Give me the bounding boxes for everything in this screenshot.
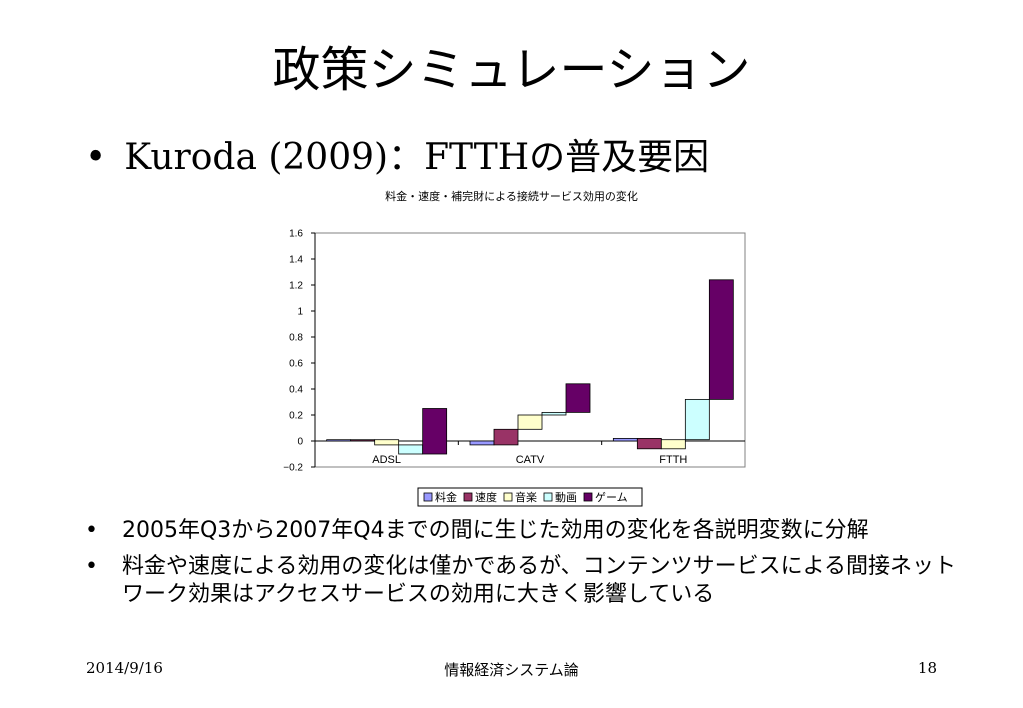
main-bullet-text: Kuroda (2009)：FTTHの普及要因: [124, 137, 710, 178]
footer-course-name: 情報経済システム論: [444, 661, 579, 679]
bar: [326, 439, 352, 442]
bar: [398, 444, 424, 455]
bar: [469, 440, 495, 446]
y-tick-label: 0.8: [289, 333, 303, 344]
bar: [541, 411, 567, 416]
legend-swatch: [583, 492, 593, 502]
y-tick-label: 1.4: [289, 255, 303, 266]
legend-swatch: [503, 492, 513, 502]
y-tick-label: 1: [297, 307, 303, 318]
bar: [565, 383, 591, 413]
legend-swatch: [543, 492, 553, 502]
bar: [708, 279, 734, 400]
bullet-dot: •: [85, 518, 98, 543]
waterfall-chart: 1.6 1.4 1.2 1 0.8 0.6 0.4 0.2 0 −0.2 ADSL CATV FTTH 料…: [283, 229, 746, 507]
bar: [684, 398, 710, 441]
y-tick-label: 0.4: [289, 385, 303, 396]
bullet-dot: •: [85, 554, 98, 579]
x-tick-label: ADSL: [372, 454, 401, 466]
bar: [660, 439, 686, 450]
sub-bullet-list: • 2005年Q3から2007年Q4までの間に生じた効用の変化を各説明変数に分解 …: [85, 517, 965, 617]
legend-label: ゲーム: [595, 491, 628, 504]
bar: [517, 414, 543, 430]
main-bullet: • Kuroda (2009)：FTTHの普及要因: [85, 128, 709, 180]
y-tick-label: 1.2: [289, 281, 303, 292]
legend-label: 動画: [555, 490, 577, 504]
y-tick-label: −0.2: [283, 463, 303, 474]
legend-swatch: [463, 492, 473, 502]
bar: [636, 437, 662, 450]
bar: [374, 439, 400, 446]
sub-bullet-item: • 料金や速度による効用の変化は僅かであるが、コンテンツサービスによる間接ネットワ…: [85, 553, 965, 609]
bar: [422, 408, 448, 455]
legend-label: 音楽: [515, 490, 537, 504]
bar: [350, 439, 376, 442]
footer-page-number: 18: [917, 659, 937, 677]
x-tick-label: FTTH: [659, 454, 687, 466]
bar: [493, 428, 519, 446]
sub-bullet-text: 料金や速度による効用の変化は僅かであるが、コンテンツサービスによる間接ネットワー…: [122, 554, 957, 607]
bar: [612, 437, 638, 442]
y-tick-label: 1.6: [289, 229, 303, 240]
footer-date: 2014/9/16: [86, 659, 163, 677]
sub-bullet-text: 2005年Q3から2007年Q4までの間に生じた効用の変化を各説明変数に分解: [122, 518, 869, 543]
bullet-dot: •: [85, 137, 107, 178]
slide-title: 政策シミュレーション: [272, 42, 751, 98]
y-tick-label: 0.2: [289, 411, 303, 422]
y-tick-label: 0.6: [289, 359, 303, 370]
plot-area: [314, 232, 746, 468]
legend-swatch: [423, 492, 433, 502]
legend-box: [417, 487, 643, 507]
sub-bullet-item: • 2005年Q3から2007年Q4までの間に生じた効用の変化を各説明変数に分解: [85, 517, 965, 545]
x-tick-label: CATV: [516, 454, 545, 466]
legend-label: 速度: [475, 490, 497, 504]
y-tick-label: 0: [297, 437, 303, 448]
legend-label: 料金: [435, 490, 457, 504]
chart-title: 料金・速度・補完財による接続サービス効用の変化: [385, 190, 638, 203]
